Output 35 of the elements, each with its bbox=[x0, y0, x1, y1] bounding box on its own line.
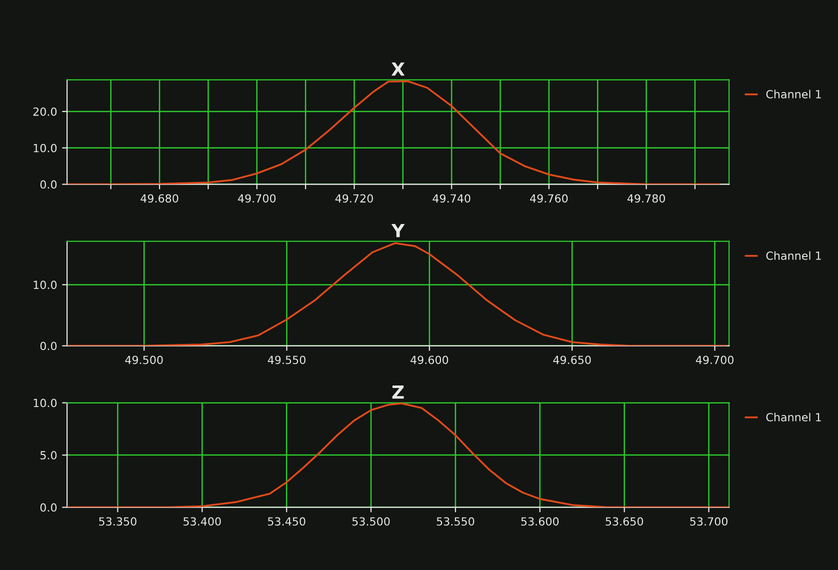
x-tick-label: 53.650 bbox=[606, 517, 644, 526]
x-tick-label: 49.650 bbox=[553, 356, 591, 364]
x-tick-label: 49.600 bbox=[410, 356, 448, 364]
x-tick-label: 49.700 bbox=[238, 194, 276, 203]
y-tick-label: 10.0 bbox=[34, 280, 57, 290]
y-tick-label: 0.0 bbox=[40, 342, 57, 350]
x-tick-label: 53.500 bbox=[352, 517, 390, 526]
x-tick-label: 49.720 bbox=[335, 194, 373, 203]
legend-label: Channel 1 bbox=[766, 412, 821, 422]
x-tick-label: 49.760 bbox=[530, 194, 568, 203]
x-tick-label: 53.350 bbox=[99, 517, 136, 526]
legend-label: Channel 1 bbox=[766, 251, 821, 260]
y-tick-label: 10.0 bbox=[34, 398, 57, 408]
x-tick-label: 49.740 bbox=[432, 194, 470, 203]
chart-title: Y bbox=[391, 224, 405, 238]
line-series bbox=[67, 80, 720, 184]
y-tick-label: 0.0 bbox=[40, 180, 57, 189]
line-series bbox=[67, 242, 728, 346]
y-tick-label: 5.0 bbox=[40, 451, 57, 460]
x-tick-label: 49.680 bbox=[140, 194, 178, 203]
x-tick-label: 53.550 bbox=[436, 517, 474, 526]
y-tick-label: 10.0 bbox=[34, 144, 57, 152]
legend-label: Channel 1 bbox=[766, 90, 821, 98]
x-tick-label: 49.700 bbox=[696, 356, 734, 364]
x-tick-label: 49.780 bbox=[627, 194, 666, 203]
x-tick-label: 53.450 bbox=[268, 517, 306, 526]
y-tick-label: 20.0 bbox=[33, 107, 57, 116]
x-tick-label: 53.600 bbox=[521, 517, 559, 526]
x-tick-label: 49.500 bbox=[125, 356, 163, 364]
y-tick-label: 0.0 bbox=[40, 503, 57, 512]
chart-title: X bbox=[391, 62, 405, 76]
x-tick-label: 53.400 bbox=[184, 517, 221, 526]
chart-title: Z bbox=[392, 385, 404, 399]
x-tick-label: 49.550 bbox=[268, 356, 306, 364]
x-tick-label: 53.700 bbox=[690, 517, 728, 526]
